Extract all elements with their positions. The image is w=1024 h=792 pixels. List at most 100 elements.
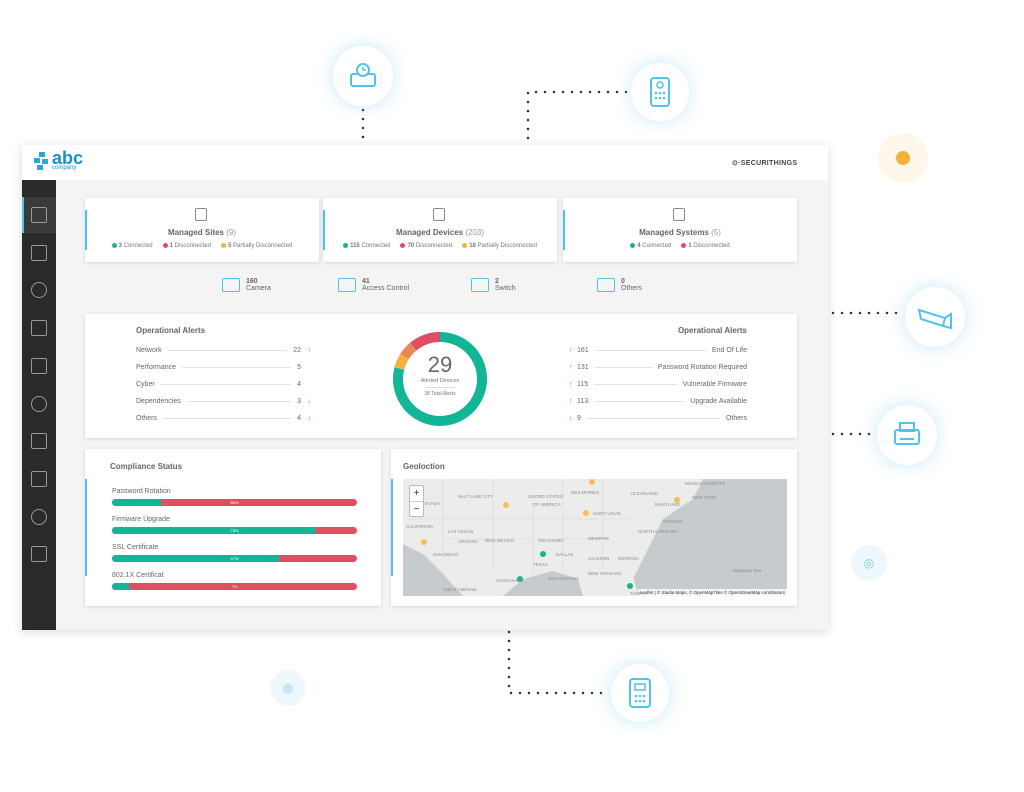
- network-icon[interactable]: [31, 357, 47, 374]
- securithings-brand: ⊙·SECURITHINGS: [732, 159, 797, 167]
- compliance-percent: 7%: [231, 584, 238, 589]
- device-type-access-control[interactable]: 41 Access Control: [338, 278, 409, 292]
- alert-row[interactable]: ↑ 131 Password Rotation Required: [569, 364, 747, 371]
- settings-sliders-icon[interactable]: [31, 470, 47, 487]
- compliance-progress-bar: 80%: [112, 499, 357, 506]
- map-label: TEXAS: [533, 562, 548, 567]
- status-dot-icon: [681, 243, 687, 248]
- summary-stats: 3 Connected 1 Disconnected 5 Partially Dis…: [85, 243, 319, 249]
- alert-row[interactable]: Performance 5: [136, 364, 301, 371]
- compliance-progress-bar: 7%: [112, 583, 357, 590]
- device-type-camera[interactable]: 160 Camera: [222, 278, 271, 292]
- alert-row[interactable]: ↓ 9 Others: [569, 415, 747, 422]
- geolocation-title: Geoloction: [403, 462, 445, 471]
- compliance-status-card: Compliance Status Password Rotation 80% Fi…: [85, 449, 381, 606]
- stat-disconnected: 1 Disconnected: [681, 243, 730, 249]
- reports-icon[interactable]: [31, 433, 47, 450]
- header: abc company ⊙·SECURITHINGS: [22, 145, 828, 180]
- grid-icon: [597, 278, 615, 292]
- compliance-percent: 80%: [230, 500, 239, 505]
- network-icon: [673, 208, 685, 221]
- alert-row[interactable]: Cyber 4: [136, 381, 301, 388]
- map-land: [403, 479, 787, 596]
- camera-icon: [222, 278, 240, 292]
- compliance-percent: 67%: [230, 556, 239, 561]
- map-label: DALLAS: [556, 552, 574, 557]
- zoom-out-button[interactable]: −: [413, 504, 420, 515]
- map-marker[interactable]: [589, 479, 595, 485]
- status-bubble: [878, 133, 928, 183]
- map-label: LAS VEGAS: [448, 529, 474, 534]
- map-marker[interactable]: [540, 551, 546, 557]
- summary-title: Managed Devices (203): [395, 228, 485, 237]
- inventory-icon[interactable]: [31, 282, 47, 299]
- donut-segment[interactable]: [393, 332, 487, 426]
- alert-row[interactable]: Others 4 ↓: [136, 415, 311, 422]
- stat-partially-disconnected: 5 Partially Disconnected: [221, 243, 292, 249]
- map-attribution[interactable]: Leaflet | © Stadia Maps, © OpenMapTiles …: [637, 589, 787, 596]
- globe-bubble: ◎: [851, 545, 887, 581]
- map-label: VIRGINIA: [663, 519, 683, 524]
- map-label: NORTH CAROLINA: [638, 529, 679, 534]
- map-label: DES MOINES: [571, 490, 600, 495]
- gear-icon[interactable]: [31, 546, 47, 563]
- location-icon[interactable]: [31, 244, 47, 261]
- map-zoom-control: + −: [409, 485, 424, 517]
- map-marker[interactable]: [503, 502, 509, 508]
- compliance-progress-bar: 78%: [112, 527, 357, 534]
- trend-down-icon: ↓: [569, 415, 573, 422]
- map-label: SAINT LOUIS: [593, 511, 621, 516]
- alert-row[interactable]: Dependencies 3 ↓: [136, 398, 311, 405]
- alert-row[interactable]: ↑ 115 Vulnerable Firmware: [569, 381, 747, 388]
- map[interactable]: + − Leaflet | © Stadia Maps, © OpenMapTi…: [403, 479, 787, 596]
- donut-segment[interactable]: [394, 353, 409, 370]
- trend-up-icon: ↑: [569, 381, 573, 388]
- status-dot-icon: [343, 243, 349, 248]
- map-marker[interactable]: [517, 576, 523, 582]
- list-icon[interactable]: [31, 395, 47, 412]
- map-label: OKLAHOMA: [538, 538, 564, 543]
- map-marker[interactable]: [583, 510, 589, 516]
- dashboard-icon[interactable]: [31, 207, 47, 223]
- summary-card-managed-sites[interactable]: Managed Sites (9) 3 Connected 1 Disconnect…: [85, 198, 319, 262]
- alert-row[interactable]: ↑ 161 End Of Life: [569, 347, 747, 354]
- map-marker[interactable]: [421, 539, 427, 545]
- alerted-devices-label: Alerted Devices: [420, 378, 460, 384]
- map-marker[interactable]: [627, 583, 633, 589]
- map-label: UNITED STATES: [528, 494, 563, 499]
- trend-down-icon: ↓: [307, 398, 312, 405]
- compliance-label: Password Rotation: [112, 488, 171, 495]
- logo-text: abc: [52, 148, 84, 168]
- map-label: SAN DIEGO: [433, 552, 459, 557]
- operational-alerts-card: Operational Alerts Operational Alerts 29…: [85, 314, 797, 438]
- stat-partially-disconnected: 18 Partially Disconnected: [462, 243, 537, 249]
- map-label: EVADA: [425, 501, 440, 506]
- device-type-others[interactable]: 0 Others: [597, 278, 642, 292]
- map-label: SAN ANTONIO: [548, 576, 579, 581]
- device-type-switch[interactable]: 2 Switch: [471, 278, 516, 292]
- donut-segment[interactable]: [410, 332, 441, 351]
- zoom-in-button[interactable]: +: [410, 486, 423, 502]
- alerted-devices-count: 29: [427, 352, 453, 377]
- stat-disconnected: 70 Disconnected: [400, 243, 452, 249]
- brand-icon: ⊙·: [732, 160, 741, 167]
- map-marker[interactable]: [674, 497, 680, 503]
- summary-card-managed-devices[interactable]: Managed Devices (203) 115 Connected 70 Dis…: [323, 198, 557, 262]
- company-logo[interactable]: abc company: [33, 148, 84, 171]
- history-icon[interactable]: [31, 508, 47, 525]
- stat-connected: 4 Connected: [630, 243, 671, 249]
- clock-server-icon: [350, 63, 376, 87]
- map-label: NEW MEXICO: [485, 538, 515, 543]
- summary-card-managed-systems[interactable]: Managed Systems (5) 4 Connected 1 Disconne…: [563, 198, 797, 262]
- camera-icon[interactable]: [31, 320, 47, 337]
- alert-row[interactable]: ↑ 113 Upgrade Available: [569, 398, 747, 405]
- map-label: CHIHUAHUA: [496, 578, 523, 583]
- donut-segment[interactable]: [400, 342, 417, 360]
- compliance-label: SSL Certificate: [112, 544, 159, 551]
- compliance-label: 802.1X Certificat: [112, 572, 164, 579]
- alert-row[interactable]: Network 22 ↑: [136, 347, 311, 354]
- map-label: NEW YORK: [692, 495, 717, 500]
- map-label: MASSACHUSETTS: [685, 481, 726, 486]
- clock-server-bubble: [333, 46, 393, 106]
- trend-up-icon: ↑: [307, 347, 312, 354]
